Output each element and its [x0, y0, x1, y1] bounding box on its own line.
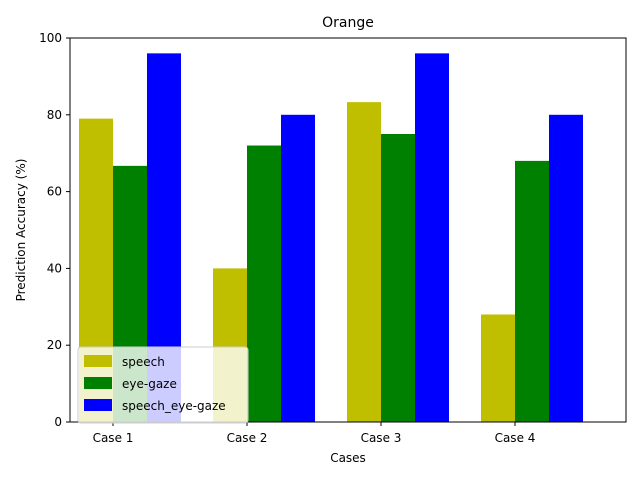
legend-label-speech: speech [122, 355, 165, 369]
y-tick-label: 100 [39, 31, 62, 45]
bar-speech_eye-gaze-4 [549, 114, 583, 423]
plot-frame [69, 37, 627, 423]
x-tick-label: Case 4 [495, 431, 536, 445]
bar-speech-4 [481, 314, 515, 422]
y-tick-label: 80 [47, 108, 62, 122]
y-axis-label: Prediction Accuracy (%) [14, 159, 28, 302]
bar-speech_eye-gaze-3 [415, 53, 449, 423]
x-tick-label: Case 1 [93, 431, 134, 445]
y-axis-ticks: 0 20 40 60 80 100 [39, 31, 70, 429]
y-tick-label: 0 [54, 415, 62, 429]
legend-swatch-eye-gaze [84, 377, 112, 389]
x-axis-label: Cases [330, 451, 366, 465]
bar-speech_eye-gaze-2 [281, 114, 315, 423]
legend-box [77, 346, 249, 424]
legend-swatch-speech [84, 355, 112, 367]
x-tick-label: Case 2 [227, 431, 268, 445]
x-tick-label: Case 3 [361, 431, 402, 445]
legend-label-eye-gaze: eye-gaze [122, 377, 177, 391]
bar-eye-gaze-3 [381, 134, 415, 422]
y-tick-label: 20 [47, 338, 62, 352]
bars-group [79, 53, 583, 423]
bar-eye-gaze-2 [247, 145, 281, 422]
bar-eye-gaze-4 [515, 160, 549, 422]
y-tick-label: 40 [47, 261, 62, 275]
y-tick-label: 60 [47, 185, 62, 199]
legend-label-speech_eye-gaze: speech_eye-gaze [122, 399, 226, 413]
x-axis-ticks: Case 1 Case 2 Case 3 Case 4 [93, 422, 536, 445]
legend-swatch-speech_eye-gaze [84, 399, 112, 411]
bar-speech-3 [347, 102, 381, 423]
legend: speech eye-gaze speech_eye-gaze [77, 346, 249, 424]
chart-title: Orange [322, 15, 374, 31]
